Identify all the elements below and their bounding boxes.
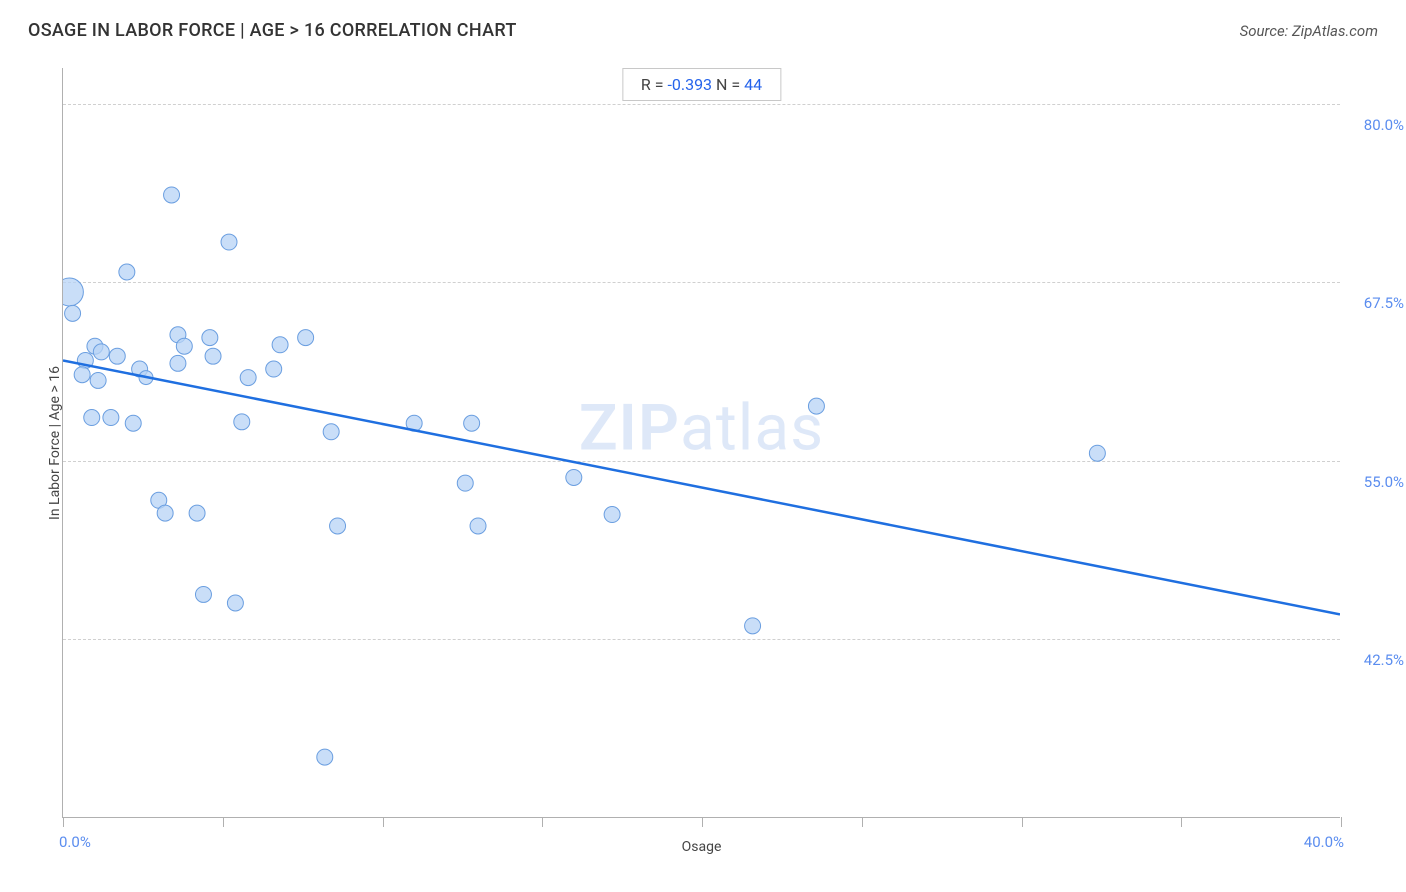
data-point [272, 337, 288, 353]
data-point [234, 414, 250, 430]
data-point [464, 415, 480, 431]
data-point [103, 410, 119, 426]
source-label: Source: ZipAtlas.com [1240, 22, 1378, 40]
x-tick [1341, 817, 1342, 827]
y-axis-label: In Labor Force | Age > 16 [47, 366, 63, 520]
y-tick-label: 55.0% [1364, 473, 1404, 491]
x-axis-label: Osage [682, 839, 722, 855]
data-point [457, 475, 473, 491]
data-point [298, 330, 314, 346]
chart-title: OSAGE IN LABOR FORCE | AGE > 16 CORRELAT… [28, 20, 517, 41]
r-label: R = [641, 75, 668, 94]
data-point [74, 367, 90, 383]
x-tick [1181, 817, 1182, 827]
r-value: -0.393 [667, 75, 712, 94]
data-point [205, 348, 221, 364]
n-label: N = [712, 75, 744, 94]
data-point [63, 278, 83, 306]
data-point [93, 344, 109, 360]
data-point [330, 518, 346, 534]
x-tick [63, 817, 64, 827]
data-point [323, 424, 339, 440]
data-point [1089, 445, 1105, 461]
data-point [176, 338, 192, 354]
data-point [317, 749, 333, 765]
data-point [119, 264, 135, 280]
x-tick [1022, 817, 1023, 827]
x-tick [542, 817, 543, 827]
x-min-label: 0.0% [59, 833, 91, 851]
stats-box: R = -0.393 N = 44 [622, 68, 781, 101]
plot-area: R = -0.393 N = 44 42.5%55.0%67.5%80.0% Z… [62, 68, 1340, 818]
data-point [90, 372, 106, 388]
n-value: 44 [744, 75, 762, 94]
data-point [170, 355, 186, 371]
x-tick [383, 817, 384, 827]
data-point [221, 234, 237, 250]
data-point [164, 187, 180, 203]
trendline [63, 360, 1340, 614]
data-point [745, 618, 761, 634]
data-point [227, 595, 243, 611]
data-point [195, 586, 211, 602]
data-point [125, 415, 141, 431]
chart-container: R = -0.393 N = 44 42.5%55.0%67.5%80.0% Z… [42, 58, 1372, 848]
x-tick [702, 817, 703, 827]
y-tick-label: 42.5% [1364, 651, 1404, 669]
data-point [470, 518, 486, 534]
data-point [604, 507, 620, 523]
data-point [157, 505, 173, 521]
data-point [566, 469, 582, 485]
x-tick [862, 817, 863, 827]
scatter-svg [63, 68, 1340, 817]
data-point [240, 370, 256, 386]
data-point [189, 505, 205, 521]
x-max-label: 40.0% [1304, 833, 1344, 851]
data-point [84, 410, 100, 426]
x-tick [223, 817, 224, 827]
y-tick-label: 80.0% [1364, 116, 1404, 134]
data-point [109, 348, 125, 364]
y-tick-label: 67.5% [1364, 294, 1404, 312]
data-point [65, 305, 81, 321]
data-point [266, 361, 282, 377]
data-point [202, 330, 218, 346]
data-point [808, 398, 824, 414]
